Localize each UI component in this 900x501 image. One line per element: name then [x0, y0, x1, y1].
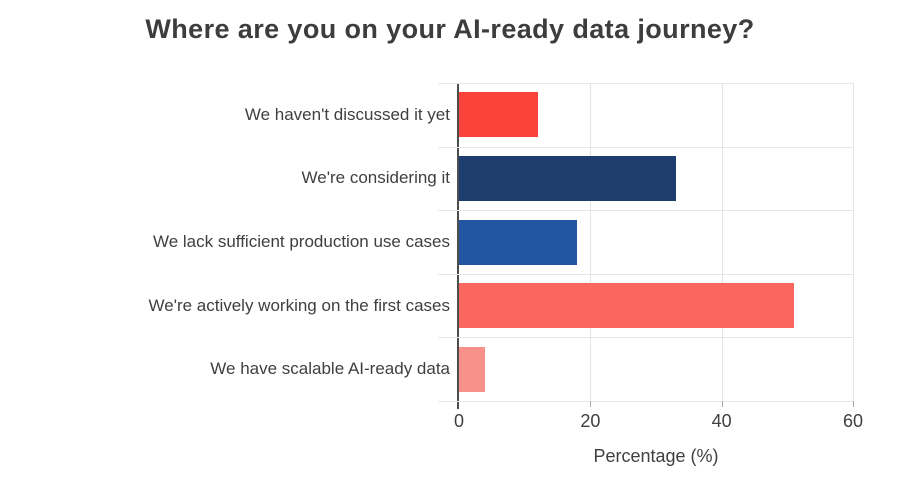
vertical-gridline — [721, 83, 723, 401]
horizontal-gridline — [438, 146, 853, 148]
bar-segment — [459, 92, 538, 138]
y-axis-line — [457, 83, 459, 409]
category-label: We're actively working on the first case… — [148, 295, 451, 315]
bar-segment — [459, 346, 486, 392]
x-axis-tick — [590, 401, 592, 407]
horizontal-gridline — [438, 337, 853, 339]
vertical-gridline — [590, 83, 592, 401]
horizontal-gridline — [438, 401, 853, 402]
category-label: We have scalable AI-ready data — [210, 359, 450, 379]
category-label: We lack sufficient production use cases — [152, 232, 450, 251]
chart-title: Where are you on your AI-ready data jour… — [145, 14, 755, 44]
x-tick-label: 20 — [580, 411, 601, 431]
plot-area: Percentage (%) 0 20 40 60 — [438, 83, 863, 466]
x-axis-tick — [721, 401, 723, 407]
category-label: We haven't discussed it yet — [244, 104, 450, 124]
x-tick-label: 40 — [711, 411, 732, 431]
x-tick-label: 0 — [453, 411, 465, 431]
category-label: We're considering it — [301, 168, 450, 188]
horizontal-gridline — [438, 210, 853, 212]
bar-segment — [459, 155, 676, 201]
x-axis-title: Percentage (%) — [593, 446, 719, 466]
horizontal-gridline — [438, 273, 853, 275]
bar-segment — [459, 283, 794, 329]
x-tick-label: 60 — [842, 411, 864, 431]
horizontal-gridline — [438, 83, 853, 84]
vertical-gridline — [853, 83, 854, 401]
bar-segment — [459, 219, 578, 265]
x-axis-tick — [853, 401, 854, 407]
